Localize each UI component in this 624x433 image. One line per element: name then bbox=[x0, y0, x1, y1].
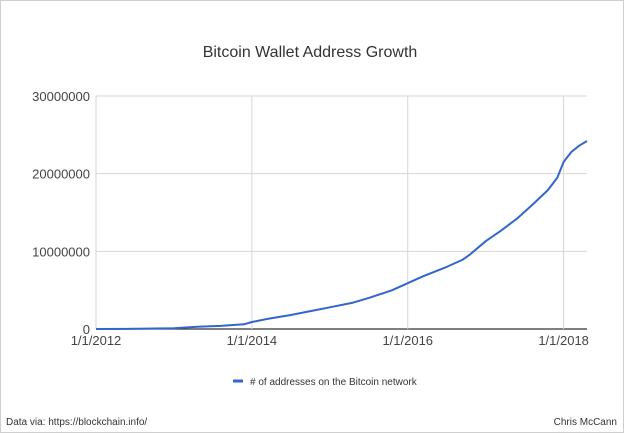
x-tick-label: 1/1/2016 bbox=[382, 333, 433, 348]
y-tick-label: 20000000 bbox=[32, 167, 90, 182]
legend-label: # of addresses on the Bitcoin network bbox=[250, 377, 418, 388]
y-tick-label: 30000000 bbox=[32, 89, 90, 104]
x-axis-ticks: 1/1/2012 1/1/2014 1/1/2016 1/1/2018 bbox=[71, 333, 589, 348]
series-group bbox=[95, 140, 588, 330]
gridlines bbox=[95, 95, 587, 330]
y-tick-label: 10000000 bbox=[32, 244, 90, 259]
x-tick-label: 1/1/2018 bbox=[538, 333, 589, 348]
y-tick-label: 0 bbox=[83, 322, 90, 337]
series-line bbox=[95, 140, 588, 330]
legend: # of addresses on the Bitcoin network bbox=[233, 377, 418, 388]
footer-author: Chris McCann bbox=[554, 417, 617, 428]
chart-title: Bitcoin Wallet Address Growth bbox=[203, 44, 418, 61]
x-tick-label: 1/1/2012 bbox=[71, 333, 122, 348]
y-axis-ticks: 0 10000000 20000000 30000000 bbox=[32, 89, 90, 337]
footer-source: Data via: https://blockchain.info/ bbox=[6, 417, 147, 428]
x-tick-label: 1/1/2014 bbox=[227, 333, 278, 348]
